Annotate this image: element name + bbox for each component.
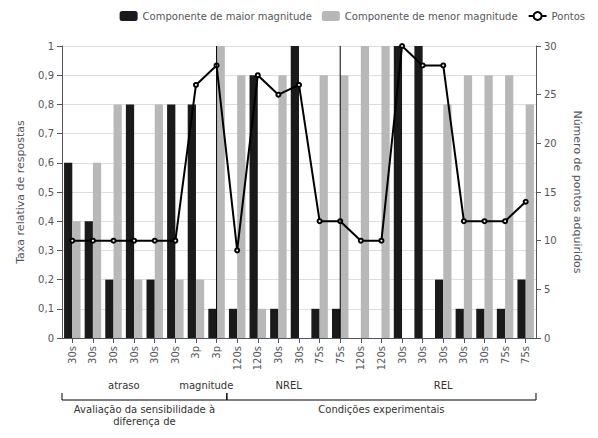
svg-text:Pontos: Pontos: [552, 11, 585, 22]
svg-text:Taxa relativa de respostas: Taxa relativa de respostas: [14, 120, 27, 265]
svg-text:0,1: 0,1: [38, 303, 54, 314]
svg-text:NREL: NREL: [276, 380, 303, 391]
svg-text:0,5: 0,5: [38, 187, 54, 198]
svg-text:30s: 30s: [294, 346, 305, 364]
svg-text:30s: 30s: [108, 346, 119, 364]
svg-text:0,2: 0,2: [38, 274, 54, 285]
svg-text:1: 1: [48, 41, 54, 52]
svg-text:30s: 30s: [438, 346, 449, 364]
svg-text:Componente de menor magnitude: Componente de menor magnitude: [345, 11, 518, 22]
svg-text:0,8: 0,8: [38, 99, 54, 110]
svg-text:120s: 120s: [355, 346, 366, 370]
svg-text:30s: 30s: [417, 346, 428, 364]
svg-text:30: 30: [544, 41, 557, 52]
svg-text:0,4: 0,4: [38, 216, 54, 227]
svg-text:Condições experimentais: Condições experimentais: [318, 404, 444, 415]
svg-text:0: 0: [48, 333, 54, 344]
svg-text:0,9: 0,9: [38, 70, 54, 81]
svg-text:10: 10: [544, 235, 557, 246]
svg-text:30s: 30s: [67, 346, 78, 364]
svg-text:0,6: 0,6: [38, 157, 54, 168]
svg-text:120s: 120s: [252, 346, 263, 370]
svg-text:30s: 30s: [129, 346, 140, 364]
svg-text:3p: 3p: [211, 346, 222, 359]
svg-text:30s: 30s: [458, 346, 469, 364]
svg-text:3p: 3p: [190, 346, 201, 359]
svg-text:75s: 75s: [314, 346, 325, 364]
svg-text:30s: 30s: [149, 346, 160, 364]
svg-text:75s: 75s: [520, 346, 531, 364]
svg-text:Avaliação da sensibilidade à: Avaliação da sensibilidade à: [74, 404, 215, 415]
svg-text:Componente de maior magnitude: Componente de maior magnitude: [143, 11, 312, 22]
svg-text:30s: 30s: [397, 346, 408, 364]
svg-text:20: 20: [544, 138, 557, 149]
svg-text:75s: 75s: [335, 346, 346, 364]
svg-text:0,7: 0,7: [38, 128, 54, 139]
svg-text:Número de pontos adquiridos: Número de pontos adquiridos: [571, 110, 584, 273]
svg-text:30s: 30s: [170, 346, 181, 364]
svg-text:120s: 120s: [376, 346, 387, 370]
svg-text:diferença de: diferença de: [113, 416, 176, 427]
svg-text:REL: REL: [434, 380, 453, 391]
svg-text:magnitude: magnitude: [179, 380, 233, 391]
svg-text:75s: 75s: [500, 346, 511, 364]
svg-text:0: 0: [544, 333, 550, 344]
svg-text:15: 15: [544, 187, 557, 198]
svg-text:0,3: 0,3: [38, 245, 54, 256]
svg-text:120s: 120s: [232, 346, 243, 370]
svg-text:30s: 30s: [479, 346, 490, 364]
svg-text:5: 5: [544, 284, 550, 295]
svg-text:30s: 30s: [87, 346, 98, 364]
svg-text:atraso: atraso: [108, 380, 140, 391]
svg-text:25: 25: [544, 89, 557, 100]
svg-text:30s: 30s: [273, 346, 284, 364]
